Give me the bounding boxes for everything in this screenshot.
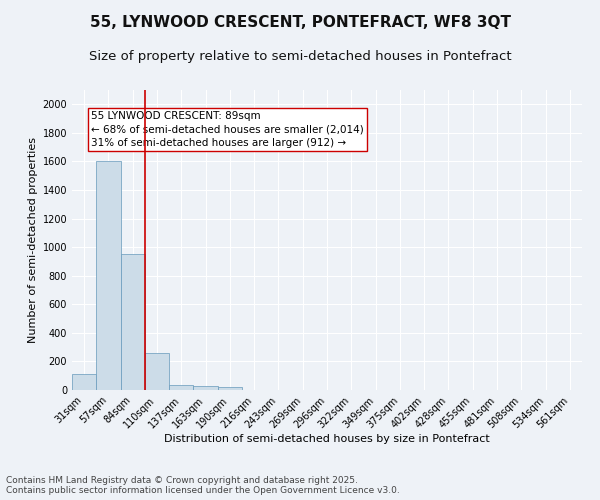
X-axis label: Distribution of semi-detached houses by size in Pontefract: Distribution of semi-detached houses by … — [164, 434, 490, 444]
Bar — [193, 386, 218, 390]
Bar — [72, 374, 96, 390]
Text: 55, LYNWOOD CRESCENT, PONTEFRACT, WF8 3QT: 55, LYNWOOD CRESCENT, PONTEFRACT, WF8 3Q… — [89, 15, 511, 30]
Bar — [121, 254, 145, 390]
Bar — [145, 353, 169, 390]
Bar — [96, 162, 121, 390]
Bar — [218, 388, 242, 390]
Text: Contains HM Land Registry data © Crown copyright and database right 2025.
Contai: Contains HM Land Registry data © Crown c… — [6, 476, 400, 495]
Text: 55 LYNWOOD CRESCENT: 89sqm
← 68% of semi-detached houses are smaller (2,014)
31%: 55 LYNWOOD CRESCENT: 89sqm ← 68% of semi… — [91, 112, 364, 148]
Bar — [169, 385, 193, 390]
Text: Size of property relative to semi-detached houses in Pontefract: Size of property relative to semi-detach… — [89, 50, 511, 63]
Y-axis label: Number of semi-detached properties: Number of semi-detached properties — [28, 137, 38, 343]
